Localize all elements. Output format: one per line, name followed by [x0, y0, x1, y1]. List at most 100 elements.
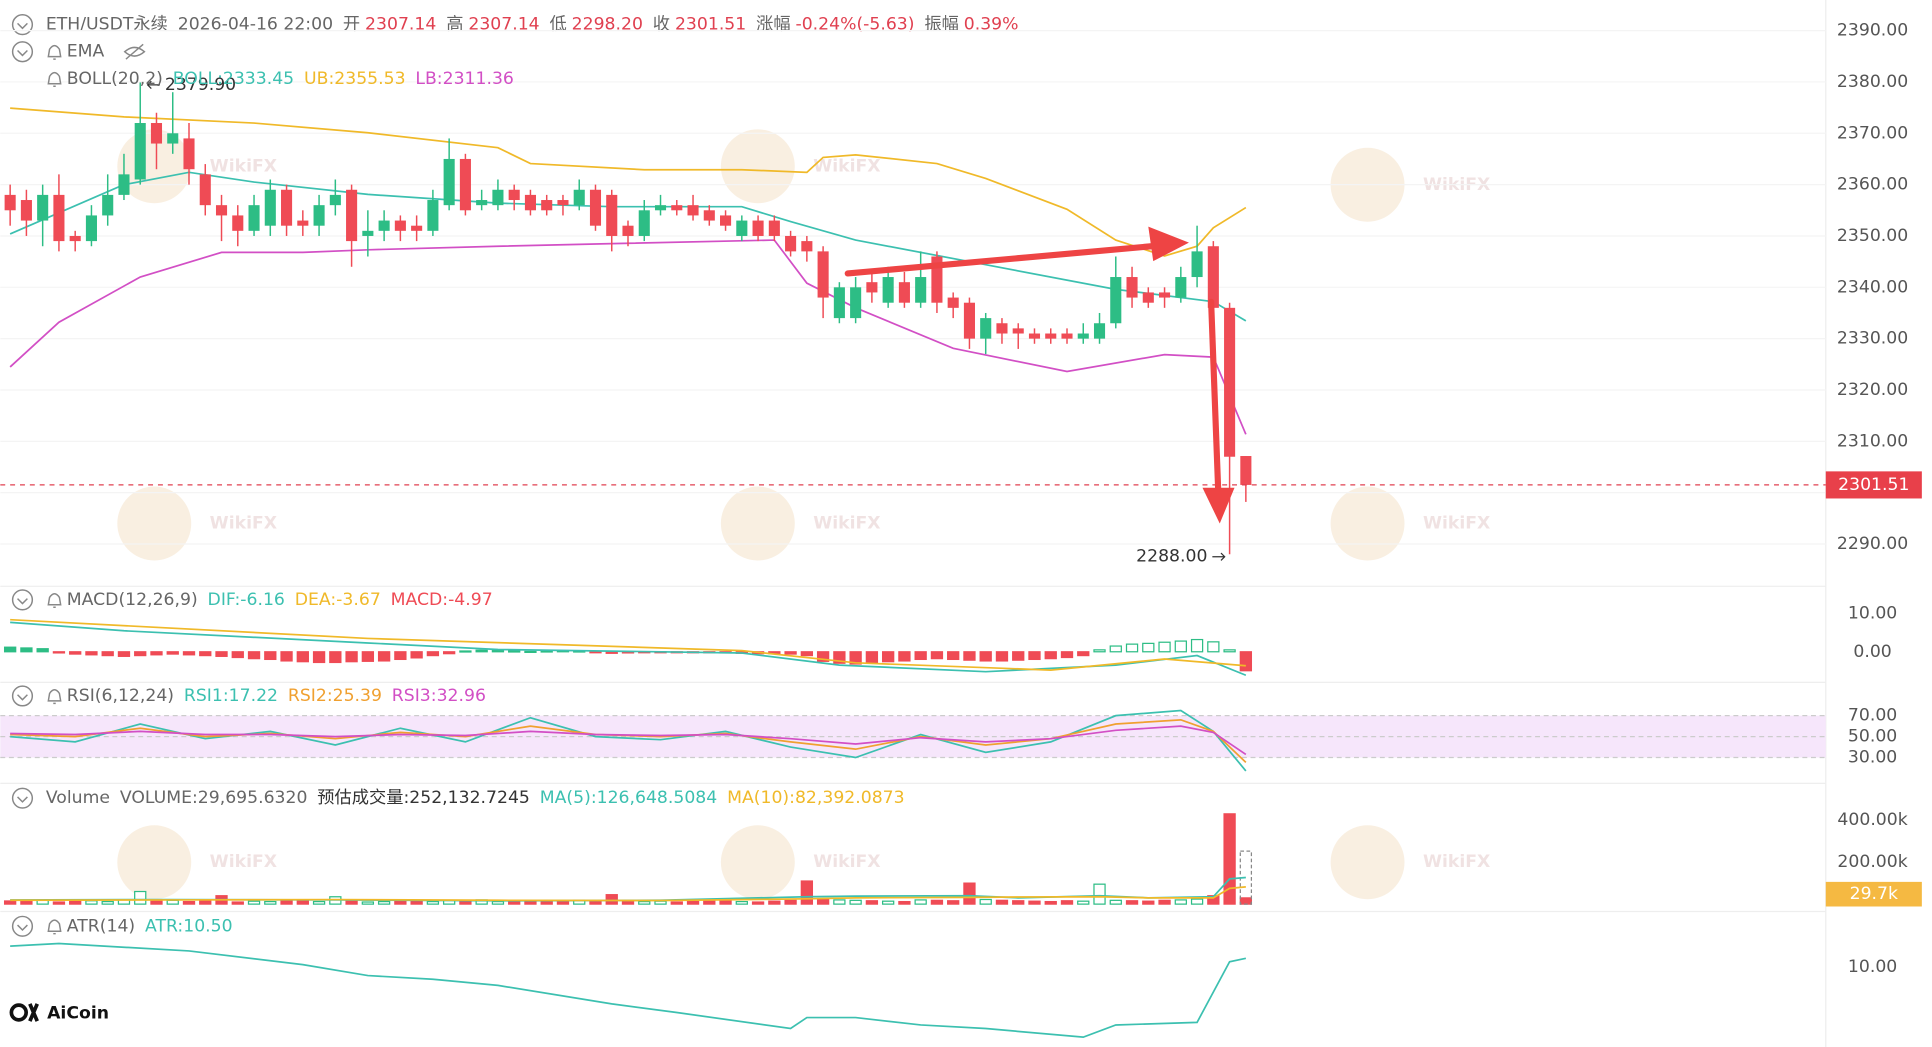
candle-body — [1061, 333, 1073, 339]
volume-bar — [361, 901, 375, 905]
volume-bar — [394, 900, 407, 905]
volume-bar — [69, 900, 82, 905]
legend-row: ETH/USDT永续 2026-04-16 22:00 开 2307.14 高 2307.… — [46, 15, 1019, 35]
indicator-line — [10, 107, 1247, 257]
y-tick-label: 70.00 — [1848, 706, 1897, 726]
logo-icon — [9, 1003, 29, 1022]
macd-bar — [881, 651, 895, 663]
volume-bar — [524, 900, 537, 905]
candle-body — [573, 189, 585, 206]
candle-body — [1093, 323, 1106, 339]
macd-bar — [784, 651, 797, 655]
legend-entry: MACD:-4.97 — [391, 590, 493, 610]
candle-body — [264, 189, 276, 226]
candle-body — [850, 287, 862, 319]
volume-bar — [52, 901, 66, 905]
watermark: WikiFX — [210, 156, 277, 176]
candle-body — [703, 210, 715, 221]
volume-bar — [280, 899, 293, 905]
macd-bar — [394, 651, 407, 661]
volume-bar — [1077, 900, 1090, 905]
volume-bar — [410, 900, 423, 905]
macd-bar — [69, 651, 82, 655]
candle-body — [443, 158, 455, 206]
volume-bar — [134, 890, 147, 905]
watermark: WikiFX — [813, 514, 880, 534]
volume-bar — [1223, 813, 1236, 905]
watermark-icon — [720, 129, 795, 204]
legend-entry: BOLL:2333.45 — [173, 69, 294, 89]
candle-body — [232, 215, 244, 231]
volume-bar — [556, 900, 570, 905]
y-tick-label: 2320.00 — [1837, 380, 1908, 400]
volume-bar — [784, 899, 797, 905]
watermark-icon — [1330, 486, 1405, 561]
candle-body — [1110, 277, 1122, 324]
legend-item: 2307.14 — [468, 15, 539, 35]
legend-item: 高 — [446, 15, 463, 35]
volume-bar — [1239, 897, 1253, 905]
volume-bar — [881, 900, 895, 905]
candle-body — [524, 194, 536, 211]
volume-bar — [377, 900, 391, 905]
watermark-icon — [720, 825, 795, 900]
legend-entry: DEA:-3.67 — [295, 590, 381, 610]
macd-bar — [508, 650, 521, 653]
macd-bar — [475, 649, 488, 653]
candle-body — [183, 138, 195, 170]
candle-body — [1045, 333, 1057, 339]
candle-body — [215, 205, 228, 216]
macd-bar — [540, 650, 553, 653]
volume-bar — [947, 900, 960, 905]
volume-bar — [849, 899, 862, 905]
legend-item: Volume — [46, 788, 110, 808]
candle-body — [1240, 456, 1252, 485]
volume-bar — [751, 901, 765, 905]
y-tick-label: 200.00k — [1837, 852, 1907, 872]
volume-bar — [150, 900, 163, 905]
y-tick-label: 2350.00 — [1837, 226, 1908, 246]
candle-body — [134, 123, 146, 180]
visibility-icon — [123, 43, 146, 60]
y-tick-label: 2310.00 — [1837, 431, 1908, 451]
volume-bar — [426, 900, 440, 905]
volume-bar — [800, 880, 814, 905]
macd-bar — [1158, 641, 1171, 653]
candle-body — [199, 174, 211, 206]
macd-bar — [361, 651, 375, 662]
candle-body — [671, 205, 683, 211]
arrow-head — [1148, 226, 1189, 262]
volume-bar — [312, 900, 326, 905]
legend-item: 0.39% — [964, 15, 1019, 35]
y-tick-label: 2360.00 — [1837, 175, 1908, 195]
macd-bar — [101, 651, 114, 657]
legend-item: BOLL(20,2) — [67, 69, 163, 89]
macd-bar — [491, 650, 505, 653]
candle-body — [53, 194, 65, 242]
y-tick-label: 2330.00 — [1837, 329, 1908, 349]
bell-icon — [47, 689, 62, 705]
candle-body — [362, 230, 374, 236]
macd-bar — [1044, 651, 1057, 660]
candle-body — [931, 256, 943, 303]
y-tick-label: 10.00 — [1848, 957, 1897, 977]
volume-bar — [1125, 900, 1139, 905]
y-tick-label: 2340.00 — [1837, 277, 1908, 297]
macd-bar — [1012, 651, 1025, 661]
macd-bar — [1142, 642, 1155, 653]
candle-body — [329, 194, 341, 206]
macd-bar — [1190, 638, 1204, 653]
candle-body — [768, 220, 780, 236]
volume-bar — [833, 899, 846, 905]
legend-entry: DIF:-6.16 — [208, 590, 285, 610]
candle-body — [4, 194, 16, 211]
macd-bar — [963, 651, 976, 661]
legend-entry: MA(5):126,648.5084 — [540, 788, 718, 808]
candle-body — [508, 189, 520, 201]
y-tick-label: 400.00k — [1837, 810, 1907, 830]
candle-body — [427, 200, 439, 231]
indicator-line — [10, 886, 1246, 902]
macd-bar — [134, 651, 147, 657]
macd-bar — [898, 651, 911, 662]
collapse-icon — [17, 22, 28, 30]
